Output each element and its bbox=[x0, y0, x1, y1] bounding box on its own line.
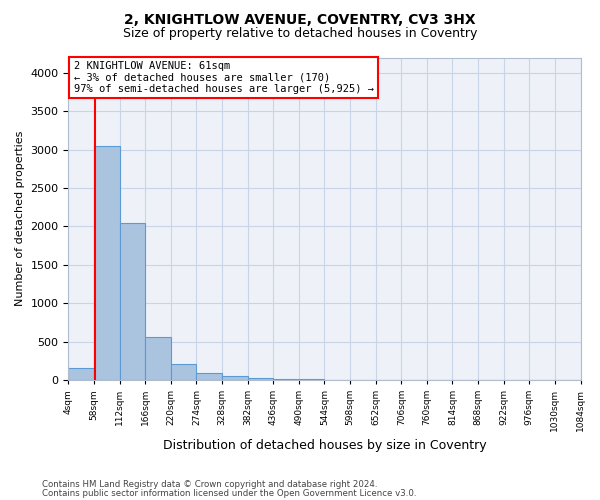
Bar bbox=[273, 379, 299, 380]
Bar bbox=[145, 337, 171, 380]
Bar bbox=[68, 368, 94, 380]
Text: Contains HM Land Registry data © Crown copyright and database right 2024.: Contains HM Land Registry data © Crown c… bbox=[42, 480, 377, 489]
Text: Size of property relative to detached houses in Coventry: Size of property relative to detached ho… bbox=[123, 28, 477, 40]
Bar bbox=[171, 364, 196, 380]
Bar bbox=[94, 146, 119, 380]
Bar bbox=[222, 376, 248, 380]
Text: 2 KNIGHTLOW AVENUE: 61sqm
← 3% of detached houses are smaller (170)
97% of semi-: 2 KNIGHTLOW AVENUE: 61sqm ← 3% of detach… bbox=[74, 60, 374, 94]
Bar bbox=[196, 373, 222, 380]
Bar bbox=[248, 378, 273, 380]
Y-axis label: Number of detached properties: Number of detached properties bbox=[15, 131, 25, 306]
Bar bbox=[119, 222, 145, 380]
Text: Contains public sector information licensed under the Open Government Licence v3: Contains public sector information licen… bbox=[42, 488, 416, 498]
Text: 2, KNIGHTLOW AVENUE, COVENTRY, CV3 3HX: 2, KNIGHTLOW AVENUE, COVENTRY, CV3 3HX bbox=[124, 12, 476, 26]
X-axis label: Distribution of detached houses by size in Coventry: Distribution of detached houses by size … bbox=[163, 440, 486, 452]
